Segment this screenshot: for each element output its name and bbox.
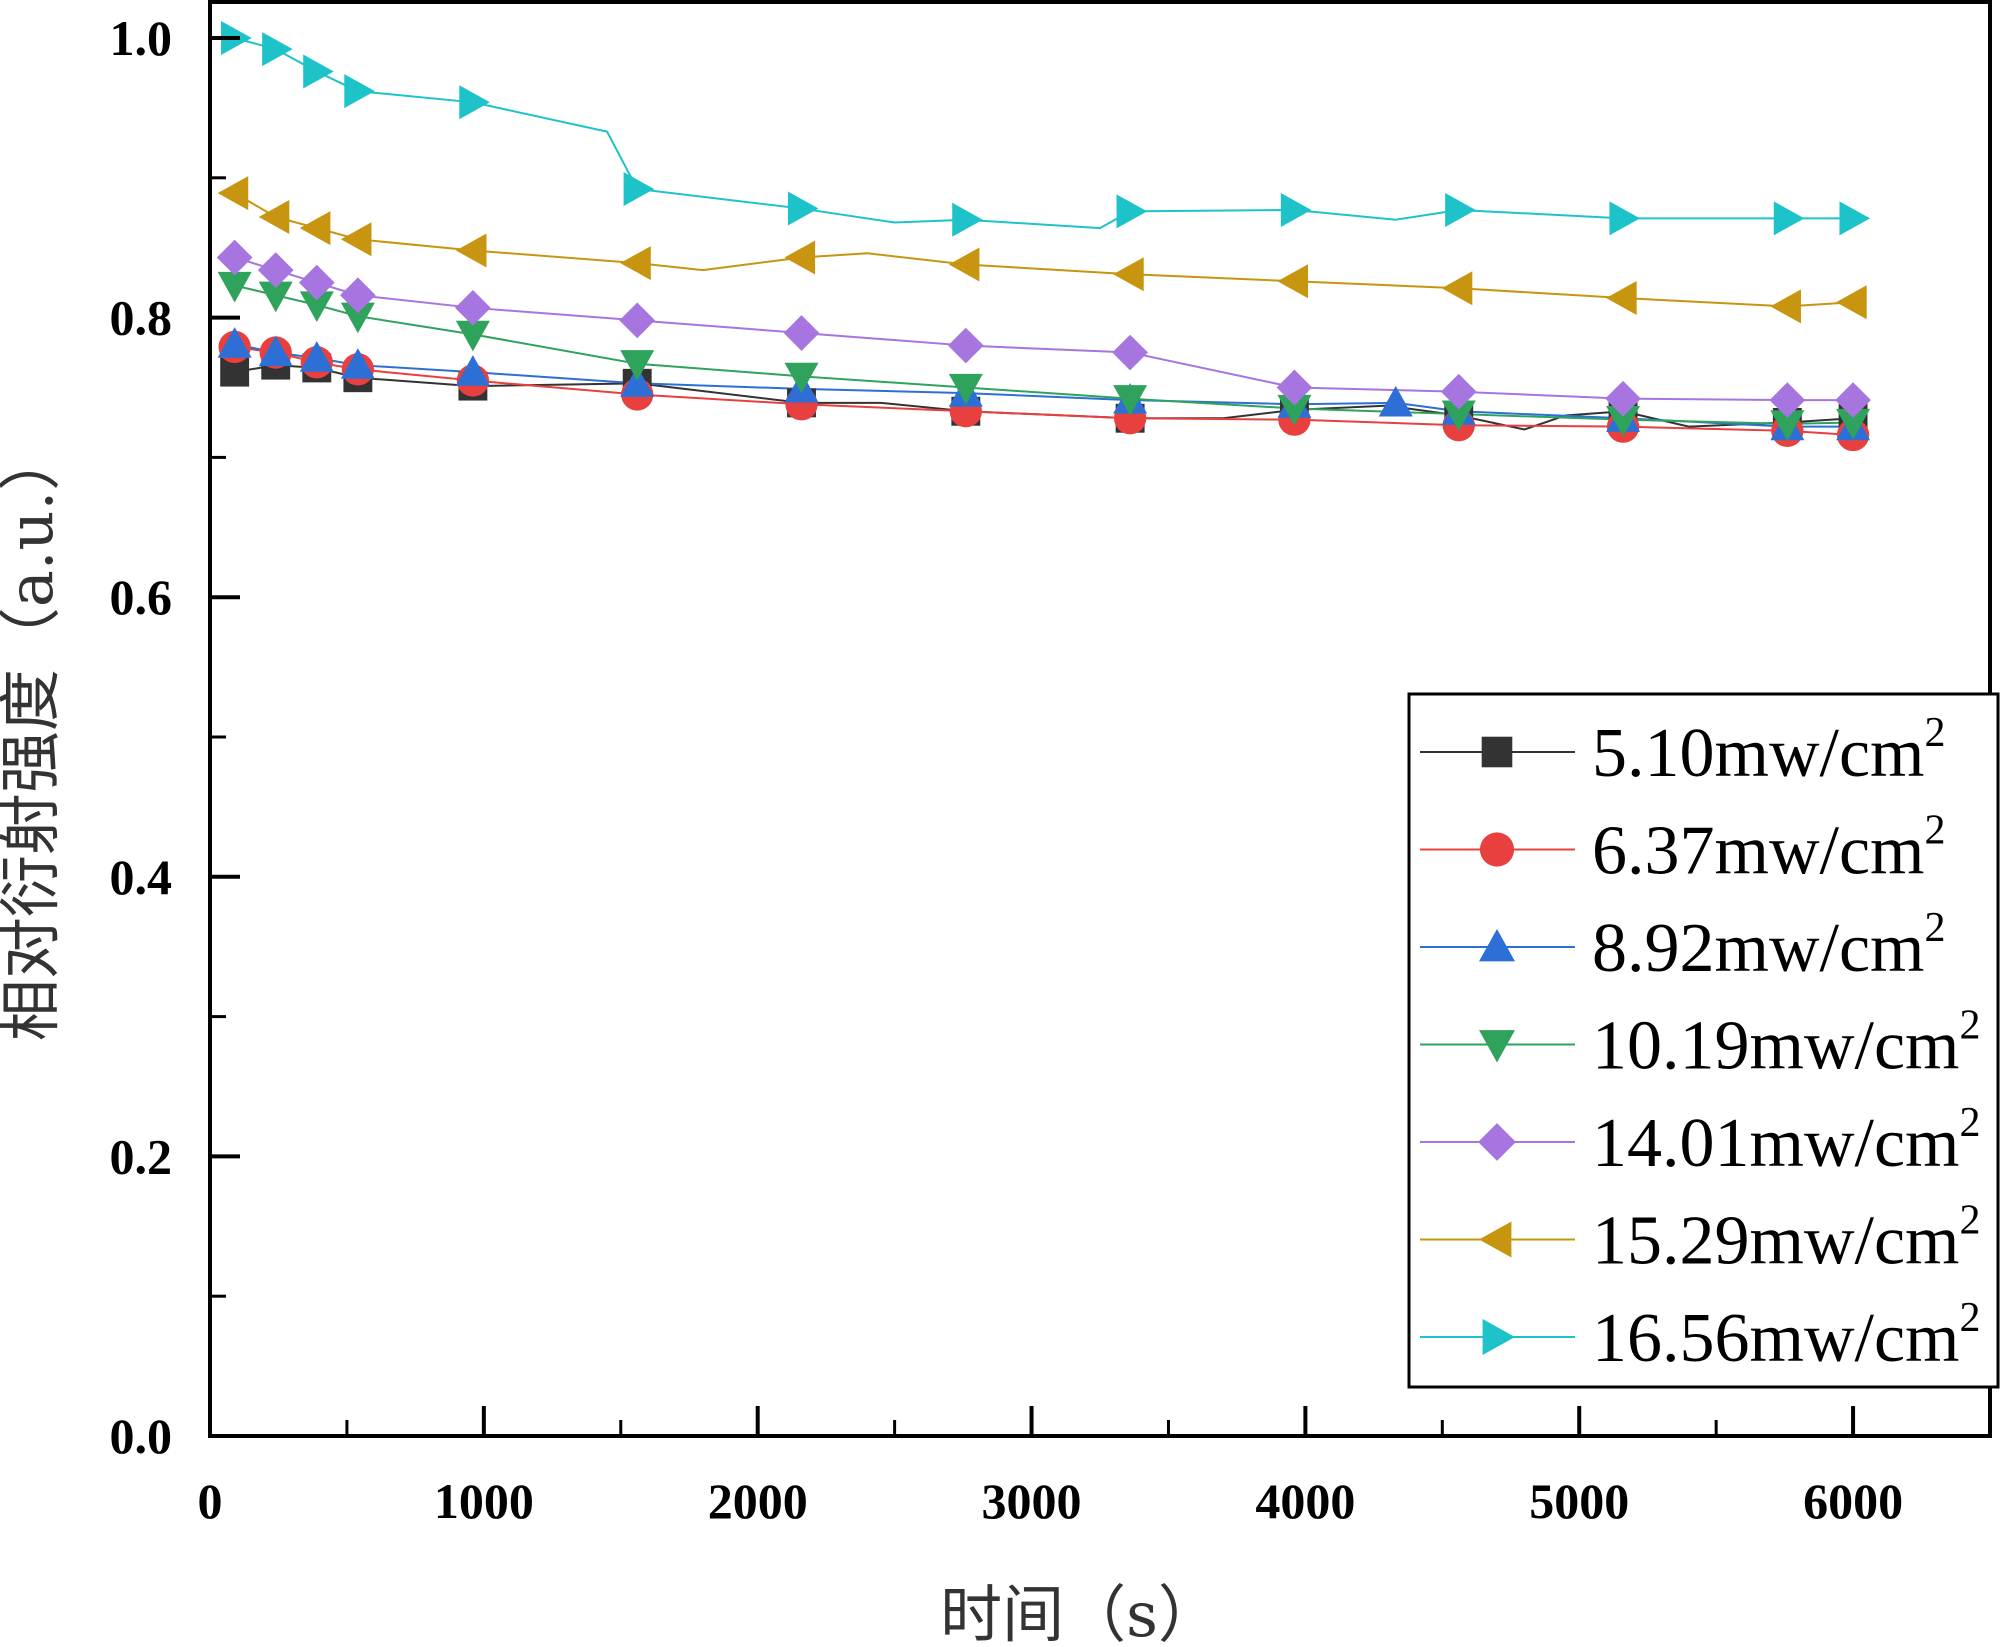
data-point: [1445, 192, 1476, 227]
data-point: [258, 335, 293, 367]
y-tick-label: 0.2: [110, 1128, 173, 1184]
data-point: [1836, 408, 1871, 440]
data-point: [1440, 373, 1477, 410]
data-point: [1770, 410, 1805, 441]
data-point: [258, 199, 290, 234]
data-point: [1606, 406, 1641, 437]
data-point: [299, 341, 334, 372]
x-tick-label: 1000: [434, 1473, 534, 1529]
data-point: [459, 85, 490, 120]
data-point: [1113, 257, 1144, 292]
legend-label: 10.19mw/cm2: [1592, 1003, 1980, 1085]
data-point: [1835, 382, 1871, 418]
y-tick-label: 0.4: [110, 849, 173, 905]
legend-marker: [1481, 736, 1513, 768]
plot-markers: [216, 21, 1871, 452]
x-tick-label: 4000: [1255, 1473, 1355, 1529]
data-point: [1113, 385, 1148, 416]
y-axis-title: 相对衍射强度（a.u.）: [0, 429, 67, 1041]
data-point: [340, 222, 372, 257]
legend-label: 5.10mw/cm2: [1592, 710, 1945, 792]
data-point: [948, 373, 983, 405]
data-point: [623, 171, 655, 206]
data-point: [344, 74, 375, 109]
data-point: [952, 202, 983, 237]
legend-marker: [1479, 929, 1515, 962]
data-point: [217, 327, 252, 358]
data-point: [216, 239, 253, 276]
data-point: [783, 315, 820, 351]
legend-label: 16.56mw/cm2: [1592, 1295, 1980, 1377]
y-tick-label: 0.6: [110, 569, 173, 625]
data-point: [620, 246, 651, 281]
data-point: [299, 291, 334, 323]
data-point: [298, 264, 335, 301]
data-point: [1378, 385, 1413, 417]
legend-marker: [1482, 1319, 1515, 1355]
data-point: [455, 233, 487, 268]
data-point: [303, 54, 334, 89]
data-point: [620, 366, 655, 397]
legend-label: 6.37mw/cm2: [1592, 808, 1945, 890]
data-point: [1277, 394, 1312, 426]
data-point: [1112, 334, 1148, 371]
data-point: [1276, 369, 1313, 406]
data-point: [787, 191, 819, 226]
data-point: [455, 320, 490, 352]
data-point: [1280, 192, 1312, 227]
x-tick-label: 6000: [1803, 1473, 1903, 1529]
data-point: [262, 32, 293, 67]
data-point: [784, 362, 819, 394]
legend-marker: [1479, 1030, 1515, 1063]
data-point: [258, 281, 293, 313]
data-point: [1441, 271, 1473, 306]
legend-label: 15.29mw/cm2: [1592, 1198, 1980, 1280]
data-point: [784, 240, 816, 275]
y-tick-label: 1.0: [110, 10, 173, 66]
data-point: [217, 176, 249, 211]
legend-marker: [1479, 832, 1515, 867]
x-axis: 0 1000 2000 3000 4000 5000 6000: [198, 1406, 1903, 1529]
data-point: [340, 277, 376, 314]
data-point: [1836, 285, 1867, 320]
data-point: [1441, 400, 1476, 432]
x-axis-title: 时间（s）: [940, 1578, 1220, 1647]
x-tick-label: 3000: [982, 1473, 1082, 1529]
x-tick-label: 5000: [1529, 1473, 1629, 1529]
data-point: [1773, 201, 1805, 236]
data-point: [1770, 289, 1801, 324]
data-point: [217, 271, 252, 303]
y-tick-label: 0.0: [110, 1408, 173, 1464]
data-point: [1605, 380, 1641, 417]
data-point: [1769, 382, 1806, 418]
legend-marker: [1478, 1123, 1516, 1161]
y-tick-label: 0.8: [110, 290, 173, 346]
y-axis: 0.0 0.2 0.4 0.6 0.8 1.0: [110, 10, 240, 1464]
data-point: [948, 247, 980, 282]
legend-label: 14.01mw/cm2: [1592, 1100, 1980, 1182]
x-tick-label: 0: [198, 1473, 223, 1529]
data-point: [1116, 194, 1148, 229]
x-tick-label: 2000: [708, 1473, 808, 1529]
series-line: [234, 192, 1854, 308]
legend-label: 8.92mw/cm2: [1592, 905, 1945, 987]
data-point: [340, 348, 375, 379]
data-point: [1277, 264, 1309, 299]
data-point: [1839, 201, 1871, 236]
data-point: [340, 302, 375, 334]
data-point: [947, 327, 984, 364]
data-point: [1609, 201, 1641, 236]
data-point: [455, 289, 491, 326]
data-point: [620, 350, 655, 381]
data-point: [257, 252, 294, 288]
data-point: [1606, 281, 1637, 316]
data-point: [619, 302, 656, 339]
data-point: [299, 211, 331, 246]
data-point: [455, 355, 490, 386]
legend-marker: [1479, 1221, 1512, 1258]
legend: 5.10mw/cm2 6.37mw/cm2 8.92mw/cm2 10.19mw/cm…: [1407, 692, 2000, 1389]
